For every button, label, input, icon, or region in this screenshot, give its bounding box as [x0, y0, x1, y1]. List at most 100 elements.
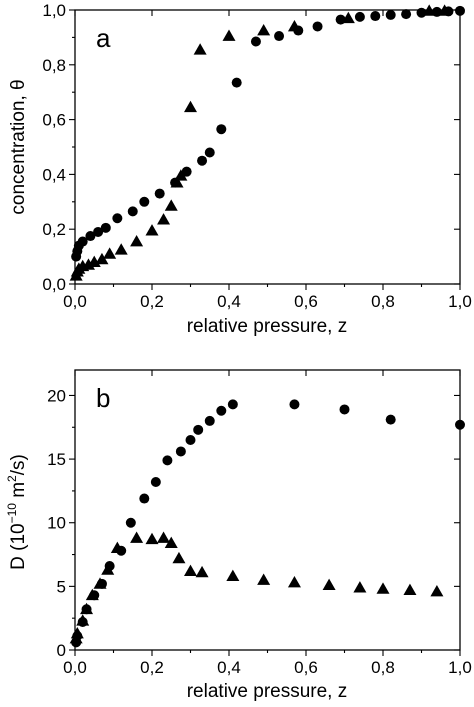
- panel-b-triangle-point: [195, 565, 209, 578]
- panel-a-x-tick-label: 0,0: [63, 292, 87, 311]
- panel-b-y-axis-title: D (10−10 m2/s): [5, 454, 29, 570]
- panel-a-x-axis-title: relative pressure, z: [187, 316, 348, 337]
- panel-b-circle-point: [175, 446, 186, 457]
- panel-b-x-ticks: 0,0 0,2 0,4 0,6 0,8 1,0: [63, 370, 472, 677]
- panel-b-triangle-point: [376, 582, 390, 594]
- panel-a-triangle-point: [184, 100, 197, 113]
- panel-a-circle-point: [250, 36, 261, 47]
- panel-a-circle-point: [216, 124, 227, 135]
- panel-a-circle-point: [77, 236, 88, 247]
- panel-a-circle-point: [274, 31, 285, 42]
- panel-b-circle-point: [162, 455, 173, 466]
- panel-a-triangle-point: [145, 224, 159, 236]
- panel-b-triangle-point: [430, 584, 444, 597]
- panel-b-circle-point: [185, 435, 196, 445]
- panel-b-x-tick-label: 0,4: [217, 658, 241, 677]
- panel-a-circle-point: [127, 206, 138, 217]
- panel-a-triangle-point: [157, 213, 171, 225]
- panel-a-circle-point: [154, 188, 165, 199]
- panel-b-y-title-end: /s): [8, 454, 29, 475]
- panel-a-x-ticks: 0,0 0,2 0,4 0,6 0,8 1,0: [63, 10, 472, 311]
- panel-b-y-title-mid: m: [8, 482, 29, 503]
- panel-b-y-tick-label: 10: [47, 514, 66, 533]
- panel-b-circle-point: [339, 404, 350, 415]
- panel-b-y-tick-label: 0: [57, 641, 66, 660]
- panel-a-triangle-point: [170, 176, 184, 188]
- panel-b-triangle-point: [257, 573, 271, 585]
- panel-a-triangle-point: [174, 169, 188, 181]
- panel-a-circle-point: [312, 21, 323, 32]
- panel-a-triangle-point: [257, 24, 271, 36]
- panel-b-circle-point: [216, 405, 227, 416]
- panel-a-triangle-point: [103, 247, 117, 259]
- panel-b: 0,0 0,2 0,4 0,6 0,8 1,0 0 5 10 15 20 b relative p…: [5, 369, 472, 702]
- panel-b-x-axis-title: relative pressure, z: [187, 681, 348, 702]
- panel-a-data-marks: [69, 4, 465, 281]
- panel-a-circle-point: [112, 213, 123, 224]
- panel-b-triangle-point: [130, 531, 144, 543]
- panel-b-x-tick-label: 0,2: [140, 658, 164, 677]
- panel-b-y-ticks: 0 5 10 15 20: [47, 386, 460, 660]
- panel-b-triangle-point: [93, 577, 107, 589]
- panel-b-triangle-point: [145, 532, 159, 545]
- panel-b-label: b: [96, 383, 110, 413]
- panel-a-triangle-point: [164, 199, 178, 211]
- panel-a-circle-point: [181, 166, 192, 177]
- panel-b-circle-point: [455, 419, 465, 430]
- panel-a-circle-point: [231, 77, 242, 88]
- panel-a-y-tick-label: 0,6: [42, 111, 66, 130]
- panel-a-circle-point: [401, 9, 412, 20]
- panel-a-triangle-point: [222, 29, 236, 41]
- panel-b-y-tick-label: 5: [57, 577, 66, 596]
- panel-a-circle-point: [455, 5, 465, 16]
- panel-b-triangle-point: [287, 576, 301, 588]
- panel-a-circle-point: [100, 222, 111, 233]
- panel-a-triangle-point: [95, 252, 109, 265]
- panel-a-x-tick-label: 0,2: [140, 292, 164, 311]
- panel-b-y-title-exp2: 2: [5, 475, 19, 482]
- panel-a-x-tick-label: 0,8: [371, 292, 395, 311]
- panel-b-triangle-point: [70, 626, 84, 639]
- panel-b-triangle-point: [85, 588, 99, 601]
- panel-b-axes-frame: [74, 369, 461, 651]
- panel-a: 0,0 0,2 0,4 0,6 0,8 1,0 0,00,20,40,60,81,0 a …: [8, 1, 472, 337]
- panel-a-x-tick-label: 0,6: [294, 292, 318, 311]
- panel-a-x-tick-label: 0,4: [217, 292, 241, 311]
- panel-b-circle-point: [289, 399, 300, 410]
- panel-a-circle-point: [370, 11, 381, 22]
- panel-b-triangle-point: [76, 614, 90, 626]
- panel-b-circle-point: [227, 399, 238, 410]
- panel-a-y-tick-label: 0,8: [42, 56, 66, 75]
- panel-b-circle-point: [204, 415, 215, 426]
- panel-b-circle-point: [125, 517, 136, 528]
- panel-a-triangle-point: [114, 243, 128, 255]
- panel-b-circle-point: [193, 424, 204, 435]
- panel-a-circle-point: [385, 9, 396, 20]
- panel-b-x-tick-label: 1,0: [448, 658, 472, 677]
- panel-a-label: a: [96, 23, 111, 53]
- panel-a-triangle-point: [341, 11, 355, 24]
- panel-b-x-tick-label: 0,0: [63, 658, 87, 677]
- panel-b-x-tick-label: 0,6: [294, 658, 318, 677]
- panel-b-triangle-point: [157, 531, 171, 543]
- panel-b-circle-point: [139, 493, 150, 504]
- panel-b-x-tick-label: 0,8: [371, 658, 395, 677]
- panel-a-y-tick-label: 1,0: [42, 1, 66, 20]
- panel-b-triangle-point: [226, 569, 240, 582]
- panel-b-y-title-main: D (10: [8, 523, 29, 569]
- panel-a-circle-point: [354, 11, 365, 22]
- panel-a-triangle-point: [130, 235, 144, 247]
- panel-b-triangle-point: [164, 536, 178, 548]
- panel-a-triangle-point: [193, 43, 207, 55]
- panel-a-triangle-point: [438, 4, 452, 16]
- panel-b-triangle-point: [101, 563, 115, 575]
- panel-a-y-tick-label: 0,0: [42, 275, 66, 294]
- panel-a-triangle-point: [287, 19, 301, 32]
- panel-b-circle-point: [385, 414, 396, 425]
- panel-b-triangle-point: [80, 602, 94, 615]
- panel-a-circle-point: [139, 196, 150, 207]
- panel-a-circle-point: [204, 147, 215, 158]
- panel-a-y-tick-label: 0,2: [42, 220, 66, 239]
- panel-a-circle-point: [93, 226, 104, 237]
